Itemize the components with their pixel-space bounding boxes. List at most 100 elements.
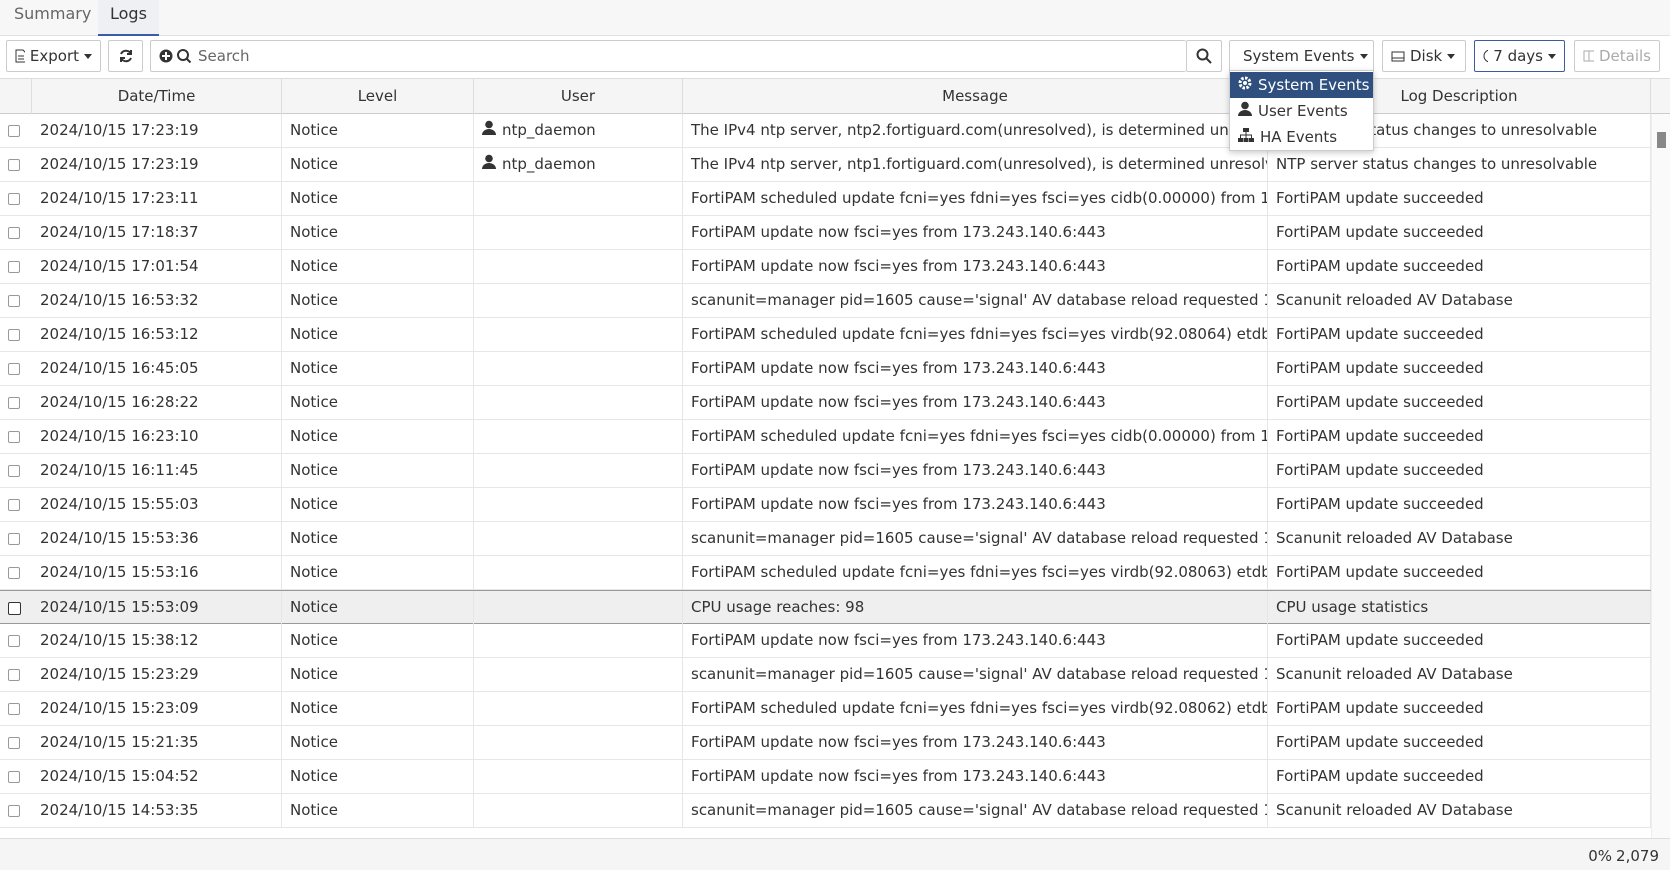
log-row[interactable]: 2024/10/15 16:11:45 Notice FortiPAM update… (0, 454, 1651, 488)
text: CPU usage statistics (1276, 598, 1429, 616)
cell-datetime: 2024/10/15 15:21:35 (32, 726, 282, 759)
cell-message: FortiPAM scheduled update fcni=yes fdni=… (683, 182, 1268, 215)
text: Message (942, 87, 1008, 105)
text: Notice (290, 631, 338, 649)
time-range[interactable]: 7 days (1474, 40, 1565, 72)
log-row[interactable]: 2024/10/15 14:53:35 Notice scanunit=manage… (0, 794, 1651, 828)
checkbox[interactable] (8, 499, 20, 511)
checkbox[interactable] (8, 193, 20, 205)
log-row[interactable]: 2024/10/15 17:23:19 Notice ntp_daemon The I… (0, 114, 1651, 148)
checkbox[interactable] (8, 771, 20, 783)
cell-level: Notice (282, 250, 474, 283)
checkbox[interactable] (8, 227, 20, 239)
text: 2024/10/15 17:23:11 (40, 189, 199, 207)
scrollbar (1651, 114, 1670, 838)
checkbox[interactable] (8, 125, 20, 137)
log-row[interactable]: 2024/10/15 15:04:52 Notice FortiPAM update… (0, 760, 1651, 794)
cell-user (474, 454, 683, 487)
log-row[interactable]: 2024/10/15 15:21:35 Notice FortiPAM update… (0, 726, 1651, 760)
checkbox[interactable] (8, 431, 20, 443)
log-row[interactable]: 2024/10/15 15:55:03 Notice FortiPAM update… (0, 488, 1651, 522)
cell-datetime: 2024/10/15 17:18:37 (32, 216, 282, 249)
export-button[interactable]: Export (6, 40, 101, 72)
log-row[interactable]: 2024/10/15 15:53:36 Notice scanunit=manage… (0, 522, 1651, 556)
checkbox[interactable] (8, 567, 20, 579)
menu-item[interactable]: HA Events (1230, 124, 1373, 150)
details-button[interactable]: Details (1574, 40, 1660, 72)
text: Notice (290, 529, 338, 547)
log-row[interactable]: 2024/10/15 16:28:22 Notice FortiPAM update… (0, 386, 1651, 420)
log-row[interactable]: 2024/10/15 16:53:32 Notice scanunit=manage… (0, 284, 1651, 318)
checkbox[interactable] (8, 669, 20, 681)
placeholder: Search (198, 47, 250, 65)
column-header[interactable]: Log Description (1268, 79, 1651, 114)
cell-user (474, 488, 683, 521)
refresh-button[interactable] (108, 40, 143, 72)
checkbox[interactable] (8, 397, 20, 409)
text: Notice (290, 767, 338, 785)
tab-bar: Summary Logs (0, 0, 1670, 36)
checkbox[interactable] (8, 465, 20, 477)
search-button[interactable] (1186, 40, 1222, 72)
tab[interactable]: Summary (14, 4, 92, 23)
log-row[interactable]: 2024/10/15 15:38:12 Notice FortiPAM update… (0, 624, 1651, 658)
checkbox[interactable] (8, 805, 20, 817)
column-header[interactable]: User (474, 79, 683, 114)
text: 2024/10/15 15:23:29 (40, 665, 199, 683)
text: Scanunit reloaded AV Database (1276, 291, 1513, 309)
cell-description: Scanunit reloaded AV Database (1268, 794, 1651, 827)
log-row[interactable]: 2024/10/15 17:23:19 Notice ntp_daemon The I… (0, 148, 1651, 182)
cell-description: FortiPAM update succeeded (1268, 692, 1651, 725)
text: Date/Time (117, 87, 196, 105)
search-box[interactable]: Search (150, 40, 1186, 72)
cell-user (474, 522, 683, 555)
cell-datetime: 2024/10/15 15:55:03 (32, 488, 282, 521)
checkbox[interactable] (8, 737, 20, 749)
checkbox[interactable] (8, 295, 20, 307)
checkbox[interactable] (8, 329, 20, 341)
icon (1583, 50, 1594, 62)
cell-message: scanunit=manager pid=1605 cause='signal'… (683, 284, 1268, 317)
cell-message: The IPv4 ntp server, ntp1.fortiguard.com… (683, 148, 1268, 181)
checkbox[interactable] (8, 363, 20, 375)
text: CPU usage reaches: 98 (691, 598, 865, 616)
log-row[interactable]: 2024/10/15 15:53:09 Notice CPU usage reach… (0, 590, 1651, 624)
cell-level: Notice (282, 420, 474, 453)
log-row[interactable]: 2024/10/15 16:53:12 Notice FortiPAM schedu… (0, 318, 1651, 352)
text: 2024/10/15 15:53:36 (40, 529, 199, 547)
event-filter[interactable]: System Events (1229, 40, 1374, 72)
cell-level: Notice (282, 522, 474, 555)
menu-item[interactable]: System Events (1230, 72, 1373, 98)
text: FortiPAM update now fsci=yes from 173.24… (691, 257, 1106, 275)
log-row[interactable]: 2024/10/15 15:23:29 Notice scanunit=manage… (0, 658, 1651, 692)
column-header[interactable]: Level (282, 79, 474, 114)
checkbox[interactable] (8, 159, 20, 171)
checkbox[interactable] (8, 533, 20, 545)
icon (15, 49, 25, 63)
storage-filter[interactable]: Disk (1382, 40, 1466, 72)
tab[interactable]: Logs (98, 0, 159, 36)
log-row[interactable]: 2024/10/15 17:01:54 Notice FortiPAM update… (0, 250, 1651, 284)
column-header[interactable]: Message (683, 79, 1268, 114)
text: Notice (290, 563, 338, 581)
label: Details (1598, 47, 1651, 65)
column-header[interactable]: Date/Time (32, 79, 282, 114)
checkbox[interactable] (8, 602, 21, 615)
cell-datetime: 2024/10/15 17:23:19 (32, 114, 282, 147)
checkbox[interactable] (8, 261, 20, 273)
checkbox[interactable] (8, 635, 20, 647)
log-row[interactable]: 2024/10/15 15:53:16 Notice FortiPAM schedu… (0, 556, 1651, 590)
cell-level: Notice (282, 692, 474, 725)
log-row[interactable]: 2024/10/15 15:23:09 Notice FortiPAM schedu… (0, 692, 1651, 726)
text: 2024/10/15 14:53:35 (40, 801, 199, 819)
text: Notice (290, 461, 338, 479)
log-row[interactable]: 2024/10/15 17:23:11 Notice FortiPAM schedu… (0, 182, 1651, 216)
checkbox[interactable] (8, 703, 20, 715)
cell-description: FortiPAM update succeeded (1268, 760, 1651, 793)
text: Notice (290, 121, 338, 139)
log-row[interactable]: 2024/10/15 16:45:05 Notice FortiPAM update… (0, 352, 1651, 386)
menu-item[interactable]: User Events (1230, 98, 1373, 124)
log-row[interactable]: 2024/10/15 16:23:10 Notice FortiPAM schedu… (0, 420, 1651, 454)
text: The IPv4 ntp server, ntp2.fortiguard.com… (691, 121, 1267, 139)
log-row[interactable]: 2024/10/15 17:18:37 Notice FortiPAM update… (0, 216, 1651, 250)
